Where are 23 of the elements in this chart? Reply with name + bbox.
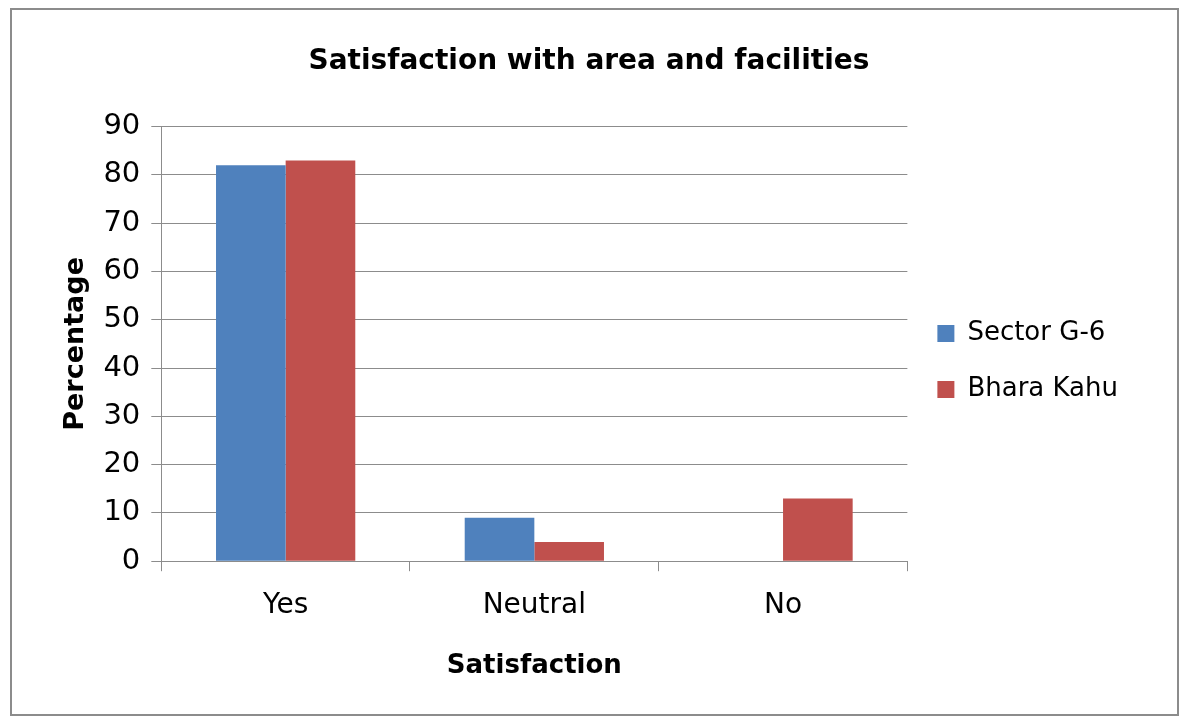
- y-tick-label: 70: [103, 203, 141, 238]
- legend-label: Bhara Kahu: [967, 372, 1119, 403]
- y-tick-label: 50: [103, 300, 141, 335]
- bar: [783, 498, 853, 561]
- bar: [285, 160, 356, 561]
- x-tick-label: Neutral: [482, 587, 587, 621]
- y-tick-label: 20: [103, 445, 141, 480]
- y-axis-title: Percentage: [58, 257, 90, 431]
- legend-label: Sector G-6: [967, 316, 1106, 347]
- bar: [534, 541, 604, 561]
- x-tick-label: No: [764, 587, 803, 621]
- bar: [216, 165, 286, 561]
- y-tick-label: 0: [121, 541, 141, 576]
- y-tick-label: 30: [103, 396, 141, 431]
- y-tick-label: 80: [103, 155, 141, 190]
- y-tick-label: 90: [103, 107, 141, 142]
- y-tick-label: 60: [103, 252, 141, 286]
- bar: [464, 517, 535, 561]
- x-tick-label: Yes: [262, 587, 309, 621]
- x-axis-title: Satisfaction: [446, 649, 622, 680]
- y-tick-label: 10: [103, 493, 141, 528]
- y-tick-label: 40: [103, 348, 141, 383]
- chart-title: Satisfaction with area and facilities: [308, 43, 870, 77]
